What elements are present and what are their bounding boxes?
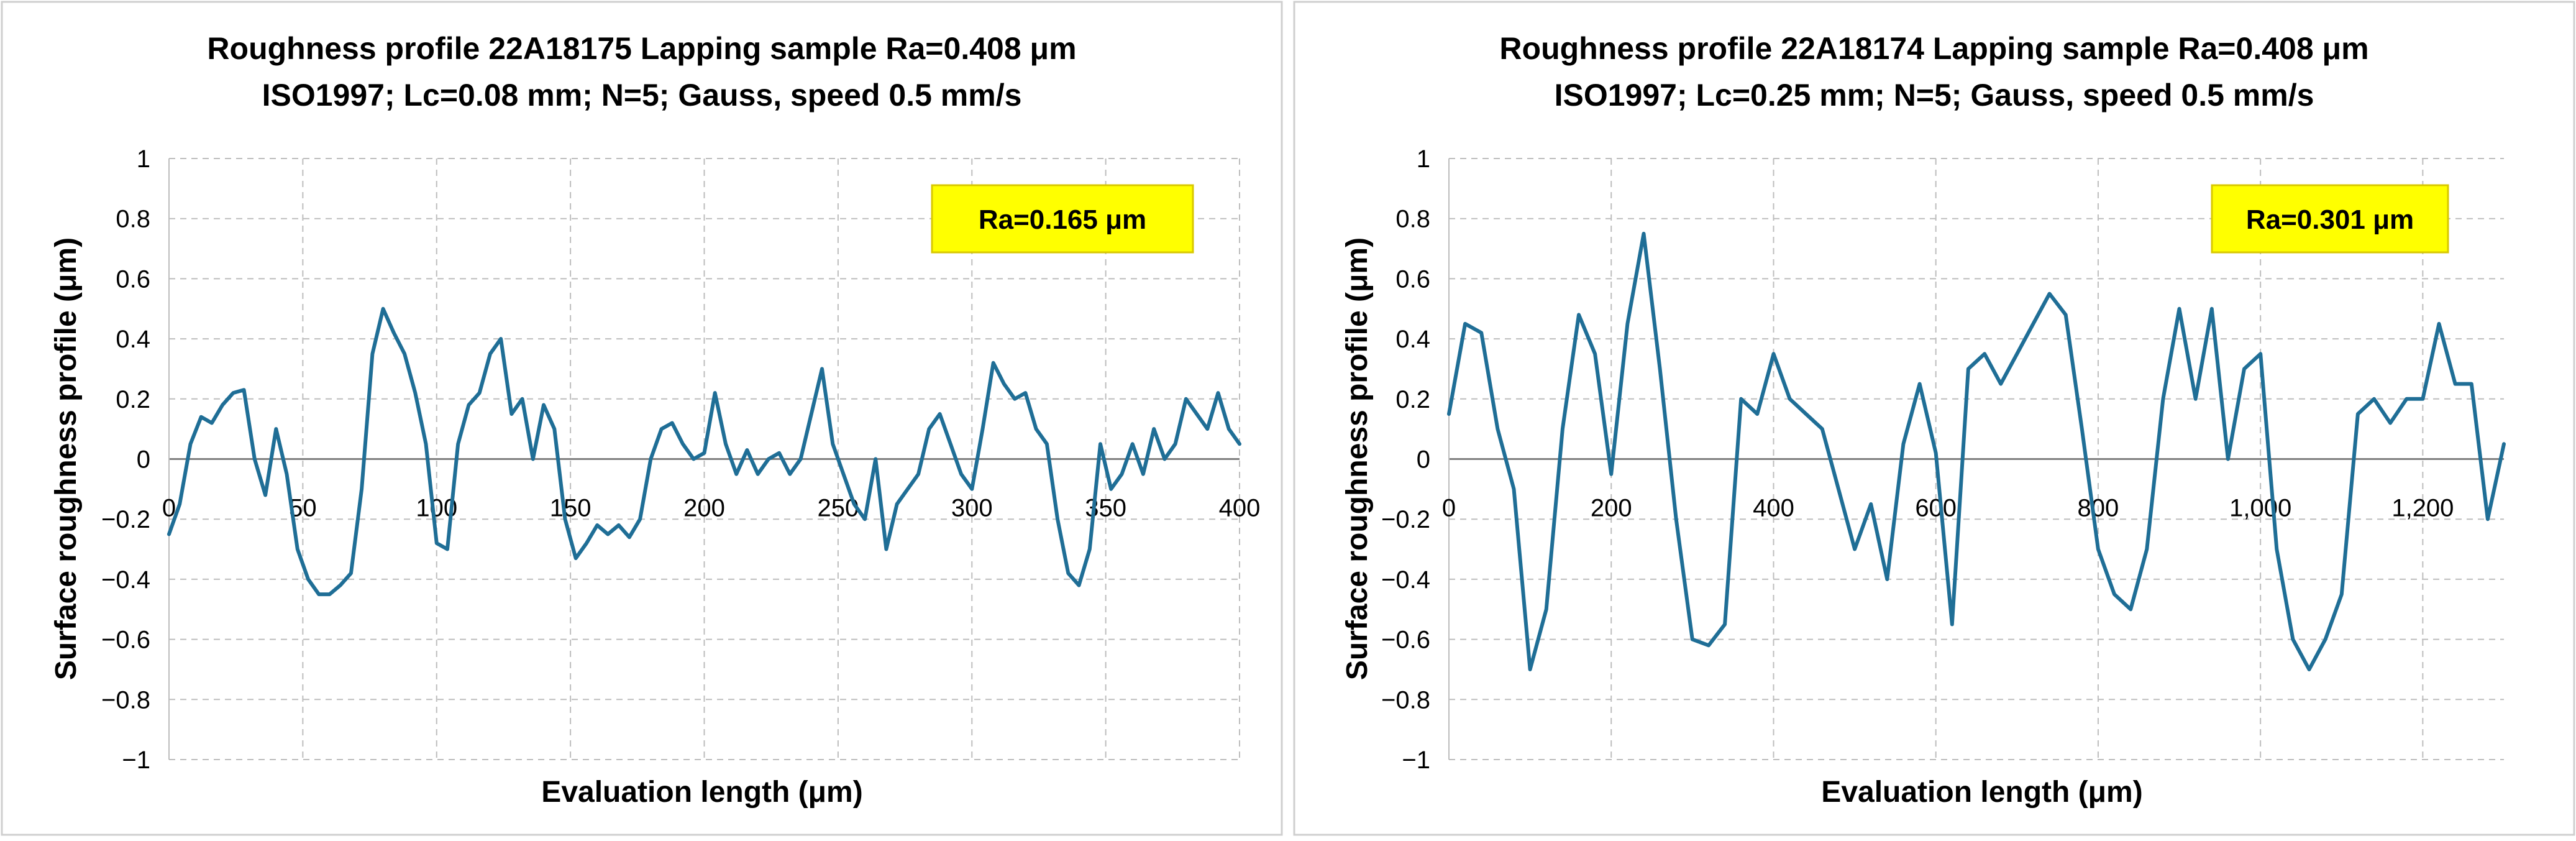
chart-1-ra-badge-box — [931, 184, 1194, 254]
chart-1-y-tick-label: −1 — [122, 747, 150, 774]
chart-1-y-tick-label: −0.2 — [101, 506, 150, 533]
chart-panel-2: Roughness profile 22A18174 Lapping sampl… — [1293, 1, 2575, 836]
chart-1-series-line — [167, 306, 1241, 597]
chart-1-series — [167, 306, 1241, 597]
chart-1-x-ticks: 0 50 100 150 200 250 300 350 400 — [162, 495, 1261, 522]
chart-panel-1-border — [1, 1, 1283, 836]
chart-2-x-tick-label: 400 — [1753, 495, 1794, 522]
chart-2-y-tick-label: 1 — [1417, 145, 1430, 173]
chart-2-title: Roughness profile 22A18174 Lapping sampl… — [1499, 31, 2368, 66]
chart-2-y-tick-label: −0.4 — [1381, 566, 1430, 594]
chart-2-x-tick-label: 800 — [2078, 495, 2119, 522]
chart-2-x-tick-label: 1,200 — [2391, 495, 2454, 522]
chart-1-y-tick-label: 0 — [137, 446, 150, 474]
chart-1-y-axis-title: Surface roughness profile (μm) — [50, 237, 83, 680]
chart-1-x-tick-label: 400 — [1219, 495, 1261, 522]
chart-panel-2-border — [1293, 1, 2575, 836]
chart-2-y-tick-label: −0.6 — [1381, 627, 1430, 654]
chart-1-ra-badge: Ra=0.165 μm — [931, 184, 1194, 254]
chart-1-x-tick-label: 300 — [951, 495, 993, 522]
chart-2-x-tick-label: 0 — [1442, 495, 1456, 522]
chart-1-x-tick-label: 200 — [683, 495, 725, 522]
chart-2-x-tick-label: 200 — [1591, 495, 1632, 522]
chart-2-x-ticks: 0 200 400 600 800 1,000 1,200 — [1442, 495, 2454, 522]
chart-1-y-tick-label: −0.8 — [101, 686, 150, 714]
chart-2-y-ticks: 1 0.8 0.6 0.4 0.2 0 −0.2 −0.4 −0.6 −0.8 −1 — [1381, 145, 1430, 774]
chart-1-subtitle: ISO1997; Lc=0.08 mm; N=5; Gauss, speed 0… — [262, 78, 1022, 113]
chart-1-x-axis-title: Evaluation length (μm) — [541, 776, 862, 809]
chart-2-ra-badge-text: Ra=0.301 μm — [2246, 205, 2414, 235]
chart-panel-1: Roughness profile 22A18175 Lapping sampl… — [1, 1, 1283, 836]
chart-2-series-line — [1447, 231, 2506, 671]
chart-1-y-ticks: 1 0.8 0.6 0.4 0.2 0 −0.2 −0.4 −0.6 −0.8 −1 — [101, 145, 150, 774]
chart-1-y-tick-label: −0.6 — [101, 627, 150, 654]
chart-2-y-tick-label: 0 — [1417, 446, 1430, 474]
chart-1-y-tick-label: 0.2 — [116, 386, 150, 413]
chart-2-y-axis-title: Surface roughness profile (μm) — [1341, 237, 1374, 680]
chart-2-subtitle: ISO1997; Lc=0.25 mm; N=5; Gauss, speed 0… — [1555, 78, 2314, 113]
chart-2-series — [1447, 231, 2506, 671]
chart-1-x-tick-label: 150 — [550, 495, 591, 522]
chart-1-y-tick-label: −0.4 — [101, 566, 150, 594]
chart-2-x-tick-label: 600 — [1915, 495, 1957, 522]
chart-1-y-tick-label: 1 — [137, 145, 150, 173]
chart-1-zero-axis — [168, 159, 1240, 760]
chart-2-ra-badge: Ra=0.301 μm — [2211, 184, 2449, 254]
chart-2-y-tick-label: 0.4 — [1395, 326, 1430, 353]
chart-1-ra-badge-text: Ra=0.165 μm — [979, 205, 1146, 235]
chart-2-y-tick-label: −0.8 — [1381, 686, 1430, 714]
chart-2-x-axis-title: Evaluation length (μm) — [1821, 776, 2142, 809]
chart-2-y-tick-label: 0.6 — [1395, 265, 1430, 293]
chart-1-y-tick-label: 0.4 — [116, 326, 150, 353]
chart-1-title: Roughness profile 22A18175 Lapping sampl… — [207, 31, 1076, 66]
chart-1-y-tick-label: 0.6 — [116, 265, 150, 293]
chart-1-y-tick-label: 0.8 — [116, 206, 150, 233]
chart-1-x-tick-label: 0 — [162, 495, 176, 522]
chart-2-y-tick-label: 0.8 — [1395, 206, 1430, 233]
chart-2-y-tick-label: −1 — [1402, 747, 1430, 774]
chart-2-ra-badge-box — [2211, 184, 2449, 254]
chart-2-y-tick-label: 0.2 — [1395, 386, 1430, 413]
chart-2-y-tick-label: −0.2 — [1381, 506, 1430, 533]
chart-2-zero-axis — [1448, 159, 2504, 760]
chart-2-x-tick-label: 1,000 — [2229, 495, 2291, 522]
